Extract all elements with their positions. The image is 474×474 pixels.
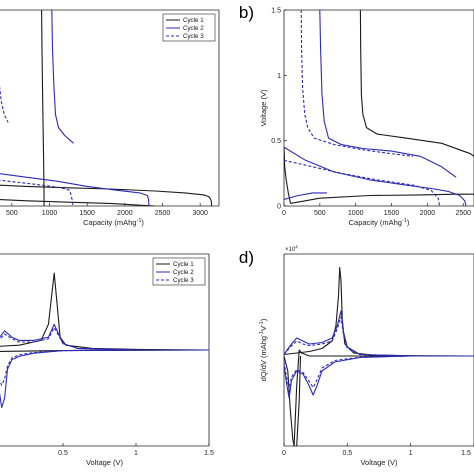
series-line-cycle-3 [284,316,474,357]
series-line-cycle-3 [0,349,209,386]
series-line-cycle-2 [284,146,467,206]
x-tick-label: 2500 [155,210,171,217]
y-tick-label: 0 [277,204,281,211]
y-axis-label-text: dQ/dV (mAhg [259,336,268,381]
y-tick-label: 0.5 [271,138,281,145]
x-axis-label: Capacity (mAhg-1) [349,218,410,227]
x-axis-label-exponent: -1 [402,218,407,224]
y-scale-exponent: 4 [295,245,298,250]
legend-entry: Cycle 3 [173,277,194,284]
x-axis-label-text: Capacity (mAhg [349,218,402,227]
legend-entry: Cycle 1 [183,17,204,24]
series-line-cycle-1 [0,184,213,206]
series-line-cycle-1 [293,349,474,446]
series-line-cycle-2 [319,10,457,178]
legend-entry: Cycle 2 [183,25,204,32]
series-line-cycle-3 [284,355,474,390]
panel-label: d) [239,248,254,267]
y-axis-label-exponent: -1 [259,331,265,336]
x-axis-label: Capacity (mAhg-1) [83,218,144,227]
x-tick-label: 2500 [455,210,471,217]
x-tick-label: 1000 [348,210,364,217]
series-group [0,272,209,409]
y-axis-label-unit: V [259,326,268,331]
x-tick-label: 500 [6,210,18,217]
series-line-cycle-3 [0,85,9,123]
axes-a: 500 1000 1500 2000 2500 3000 Capacity (mAhg-1) [0,9,220,227]
series-line-cycle-2 [284,355,474,399]
y-axis-label-close: ) [259,318,268,321]
x-axis-label-text: Voltage (V) [86,458,124,467]
x-tick-label: 1500 [79,210,95,217]
x-axis-label-close: ) [141,218,144,227]
series-line-cycle-3 [284,159,441,206]
x-axis-label-close: ) [407,218,410,227]
x-tick-label: 0.5 [58,450,68,457]
x-tick-label: 3000 [192,210,208,217]
series-line-cycle-2 [0,323,209,351]
y-axis-label: dQ/dV (mAhg-1V-1) [259,318,268,381]
x-axis-label-text: Capacity (mAhg [83,218,136,227]
x-tick-label: 1500 [384,210,400,217]
series-line-cycle-3 [0,179,74,206]
x-axis-label: Voltage (V) [86,458,124,467]
x-tick-label: 2000 [420,210,436,217]
y-scale-factor: ×104 [285,245,298,254]
x-tick-label: 1.5 [461,450,471,457]
axes-c: 0.5 1 1.5 Voltage (V) [0,253,214,467]
x-axis-label-exponent: -1 [136,218,141,224]
y-scale-base: ×10 [285,247,296,253]
y-tick-label: 1 [277,73,281,80]
x-tick-label: 0 [282,210,286,217]
series-line-cycle-1 [284,147,292,204]
y-axis-label-exponent: -1 [259,321,265,326]
series-line-cycle-3 [0,327,209,351]
panel-label: b) [239,3,254,22]
series-group [284,10,474,206]
y-axis-label: Voltage (V) [259,89,268,127]
series-line-cycle-1 [359,10,474,157]
x-tick-label: 1 [409,450,413,457]
series-line-cycle-1 [41,10,45,206]
legend-entry: Cycle 2 [173,269,194,276]
legend-entry: Cycle 1 [173,261,194,268]
axes-b: 0 500 1000 1500 2000 2500 0 0.5 1 1.5 Capacity (mA… [259,8,474,227]
x-tick-label: 1 [134,450,138,457]
series-line-cycle-1 [0,199,156,206]
series-line-cycle-2 [0,173,150,206]
x-tick-label: 2000 [117,210,133,217]
panel-a: 500 1000 1500 2000 2500 3000 Capacity (mAhg-1)… [0,9,220,227]
x-tick-label: 0 [282,450,286,457]
series-group [0,10,213,206]
x-axis-label: Voltage (V) [360,458,398,467]
series-line-cycle-2 [51,10,74,144]
y-axis-label-text: Voltage (V) [259,89,268,127]
y-tick-label: 1.5 [271,8,281,15]
x-tick-label: 1000 [42,210,58,217]
series-group [284,266,474,446]
series-line-cycle-2 [0,349,209,409]
x-axis-label-text: Voltage (V) [360,458,398,467]
series-line-cycle-2 [284,192,327,201]
series-line-cycle-2 [284,310,474,357]
series-line-cycle-1 [284,355,302,446]
series-line-cycle-1 [284,266,474,357]
x-tick-label: 500 [314,210,326,217]
legend-entry: Cycle 3 [183,33,204,40]
panel-b: 0 500 1000 1500 2000 2500 0 0.5 1 1.5 Capacity (mA… [239,3,474,227]
x-tick-label: 0.5 [342,450,352,457]
x-tick-label: 1.5 [204,450,214,457]
series-line-cycle-1 [290,193,474,204]
series-line-cycle-3 [300,10,414,157]
